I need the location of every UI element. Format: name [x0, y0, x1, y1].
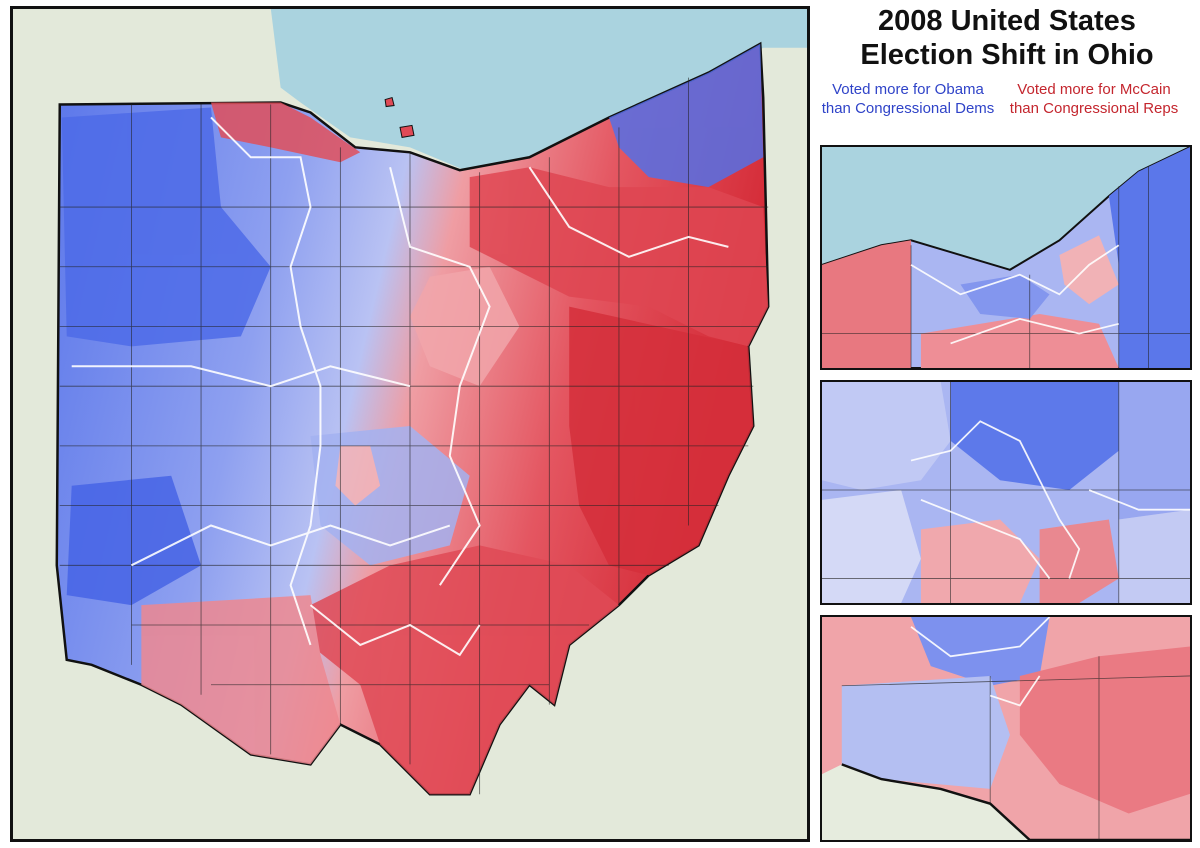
- district-borders: [71, 116, 729, 657]
- inset-map-northeast: [820, 145, 1192, 370]
- legend-mccain-text: Voted more for McCain than Congressional…: [1009, 81, 1179, 117]
- ohio-main-map: [10, 6, 810, 842]
- title-line-1: 2008 United States: [878, 5, 1136, 37]
- title-line-2: Election Shift in Ohio: [860, 39, 1154, 71]
- inset-central-graphic: [822, 382, 1190, 603]
- county-borders: [59, 77, 769, 795]
- inset-southwest-graphic: [822, 617, 1190, 840]
- map-title: 2008 United States Election Shift in Ohi…: [818, 4, 1196, 72]
- ohio-map-graphic: [12, 8, 808, 840]
- lake-islands: [384, 96, 415, 138]
- inset-map-central: [820, 380, 1192, 605]
- region-patches: [61, 43, 769, 795]
- legend-obama-text: Voted more for Obama than Congressional …: [821, 81, 995, 117]
- inset-map-southwest: [820, 615, 1192, 842]
- inset-northeast-graphic: [822, 147, 1190, 368]
